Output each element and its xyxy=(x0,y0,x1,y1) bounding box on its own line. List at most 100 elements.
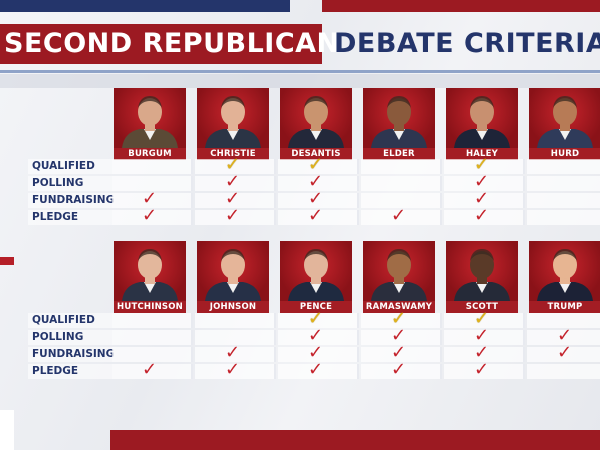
criteria-cell xyxy=(527,193,600,208)
criteria-cell: ✓ xyxy=(278,360,359,380)
gold-checkmark-icon: ✓ xyxy=(391,308,407,329)
criteria-cell: ✓ xyxy=(527,343,600,363)
criteria-cell: ✓ xyxy=(444,360,525,380)
candidate-photo xyxy=(197,88,269,148)
candidate-photo xyxy=(446,88,518,148)
top-accent-bar-navy xyxy=(0,0,290,12)
gold-checkmark-icon: ✓ xyxy=(308,308,324,329)
candidate-card: ELDER xyxy=(363,88,435,160)
red-checkmark-icon: ✓ xyxy=(391,342,407,363)
criteria-cell xyxy=(112,330,193,345)
candidate-card: DESANTIS xyxy=(280,88,352,160)
red-checkmark-icon: ✓ xyxy=(557,325,573,346)
red-checkmark-icon: ✓ xyxy=(225,205,241,226)
criteria-cell: ✓ xyxy=(444,155,525,175)
criteria-cell: ✓ xyxy=(444,172,525,192)
left-red-tab xyxy=(0,257,14,265)
criteria-cell xyxy=(112,347,193,362)
red-checkmark-icon: ✓ xyxy=(391,205,407,226)
bottom-left-panel xyxy=(0,410,14,450)
candidate-photo xyxy=(280,88,352,148)
header-shade xyxy=(0,74,600,88)
candidate-name: CHRISTIE xyxy=(197,148,269,160)
candidate-card: PENCE xyxy=(280,241,352,313)
criterion-label-qualified: QUALIFIED xyxy=(28,313,112,328)
criteria-cell xyxy=(195,330,276,345)
criteria-cell: ✓ xyxy=(278,309,359,329)
red-checkmark-icon: ✓ xyxy=(308,342,324,363)
criteria-cell: ✓ xyxy=(112,360,193,380)
criteria-cell: ✓ xyxy=(278,172,359,192)
red-checkmark-icon: ✓ xyxy=(225,359,241,380)
red-checkmark-icon: ✓ xyxy=(308,325,324,346)
gold-checkmark-icon: ✓ xyxy=(308,154,324,175)
criterion-label-pledge: PLEDGE xyxy=(28,364,112,379)
criteria-cell xyxy=(112,313,193,328)
candidate-card: HURD xyxy=(529,88,600,160)
criteria-cell: ✓ xyxy=(278,189,359,209)
criteria-cell: ✓ xyxy=(361,326,442,346)
criteria-cell: ✓ xyxy=(278,206,359,226)
candidate-name: DESANTIS xyxy=(280,148,352,160)
criteria-cell: ✓ xyxy=(195,189,276,209)
candidate-name: RAMASWAMY xyxy=(363,301,435,313)
red-checkmark-icon: ✓ xyxy=(142,205,158,226)
candidate-name: JOHNSON xyxy=(197,301,269,313)
candidate-name: SCOTT xyxy=(446,301,518,313)
criteria-cell: ✓ xyxy=(444,343,525,363)
criteria-cell: ✓ xyxy=(195,206,276,226)
candidate-card: BURGUM xyxy=(114,88,186,160)
red-checkmark-icon: ✓ xyxy=(391,359,407,380)
red-checkmark-icon: ✓ xyxy=(308,188,324,209)
criteria-cell xyxy=(527,364,600,379)
red-checkmark-icon: ✓ xyxy=(142,188,158,209)
criterion-label-qualified: QUALIFIED xyxy=(28,159,112,174)
candidate-name: PENCE xyxy=(280,301,352,313)
gold-checkmark-icon: ✓ xyxy=(225,154,241,175)
title-left: SECOND REPUBLICAN xyxy=(0,24,339,64)
criteria-cell: ✓ xyxy=(444,309,525,329)
candidate-photo xyxy=(529,88,600,148)
criterion-label-pledge: PLEDGE xyxy=(28,210,112,225)
criteria-cell xyxy=(361,159,442,174)
title-underline xyxy=(0,70,600,73)
candidate-photo xyxy=(446,241,518,301)
criteria-cell: ✓ xyxy=(444,206,525,226)
criteria-cell: ✓ xyxy=(112,189,193,209)
gold-checkmark-icon: ✓ xyxy=(474,154,490,175)
top-accent-bar-red xyxy=(322,0,600,12)
criteria-cell xyxy=(527,210,600,225)
criterion-label-fundraising: FUNDRAISING xyxy=(28,193,114,208)
criteria-cell: ✓ xyxy=(112,206,193,226)
red-checkmark-icon: ✓ xyxy=(308,205,324,226)
candidate-photo xyxy=(363,241,435,301)
criteria-cell xyxy=(527,176,600,191)
criteria-cell: ✓ xyxy=(278,343,359,363)
red-checkmark-icon: ✓ xyxy=(225,342,241,363)
red-checkmark-icon: ✓ xyxy=(225,188,241,209)
criteria-cell: ✓ xyxy=(361,343,442,363)
candidate-card: HALEY xyxy=(446,88,518,160)
red-checkmark-icon: ✓ xyxy=(474,342,490,363)
criteria-cell: ✓ xyxy=(444,326,525,346)
candidate-card: HUTCHINSON xyxy=(114,241,186,313)
red-checkmark-icon: ✓ xyxy=(474,188,490,209)
criteria-cell: ✓ xyxy=(195,155,276,175)
title-right: DEBATE CRITERIA xyxy=(334,28,600,59)
red-checkmark-icon: ✓ xyxy=(308,171,324,192)
criteria-cell xyxy=(112,159,193,174)
candidate-card: SCOTT xyxy=(446,241,518,313)
criterion-label-fundraising: FUNDRAISING xyxy=(28,347,114,362)
candidate-photo xyxy=(280,241,352,301)
criteria-cell xyxy=(527,159,600,174)
candidate-card: JOHNSON xyxy=(197,241,269,313)
criteria-cell xyxy=(195,313,276,328)
criteria-cell: ✓ xyxy=(195,360,276,380)
criterion-label-polling: POLLING xyxy=(28,176,112,191)
criteria-cell: ✓ xyxy=(444,189,525,209)
candidate-name: TRUMP xyxy=(529,301,600,313)
candidate-card: RAMASWAMY xyxy=(363,241,435,313)
candidate-card: TRUMP xyxy=(529,241,600,313)
candidate-photo xyxy=(363,88,435,148)
red-checkmark-icon: ✓ xyxy=(474,325,490,346)
